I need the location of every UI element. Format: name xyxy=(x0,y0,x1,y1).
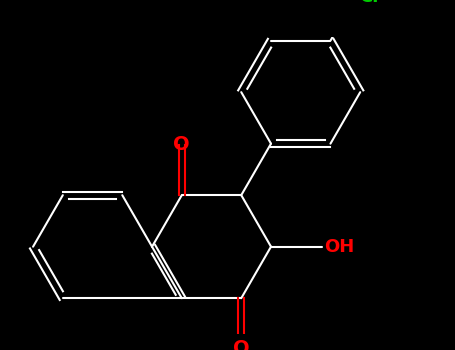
Text: O: O xyxy=(233,339,250,350)
Text: O: O xyxy=(173,135,190,154)
Text: Cl: Cl xyxy=(359,0,378,6)
Text: OH: OH xyxy=(324,238,355,256)
